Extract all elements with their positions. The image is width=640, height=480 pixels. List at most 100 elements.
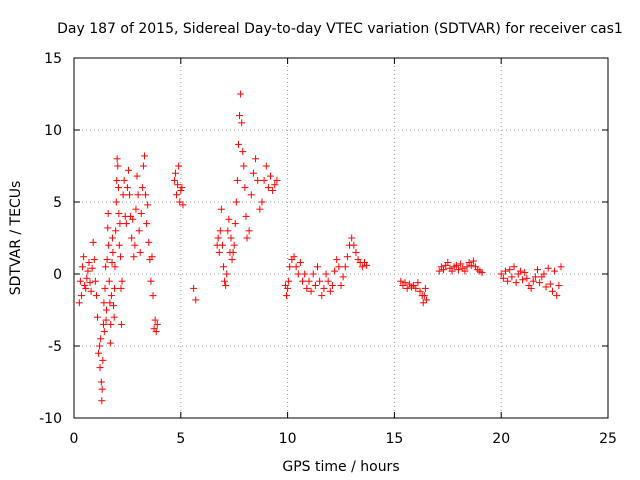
data-point xyxy=(114,162,122,170)
data-point xyxy=(135,227,143,235)
data-point xyxy=(105,277,113,285)
y-tick-labels: -10 -5 0 5 10 15 xyxy=(39,51,62,427)
data-point xyxy=(95,349,103,357)
data-point xyxy=(341,263,349,271)
data-point xyxy=(98,385,106,393)
data-point xyxy=(117,253,125,261)
data-point xyxy=(76,277,84,285)
data-point xyxy=(267,172,275,180)
data-point xyxy=(247,191,255,199)
data-point xyxy=(147,277,155,285)
data-point xyxy=(133,172,141,180)
data-point xyxy=(461,267,469,275)
data-point xyxy=(96,364,104,372)
data-point xyxy=(214,234,222,242)
grid xyxy=(74,58,608,418)
data-point xyxy=(457,260,465,268)
data-point xyxy=(101,284,109,292)
data-point xyxy=(130,253,138,261)
data-point xyxy=(221,277,229,285)
data-point xyxy=(531,273,539,281)
data-point xyxy=(540,270,548,278)
data-point xyxy=(123,184,131,192)
data-point xyxy=(88,264,96,272)
data-point xyxy=(152,328,160,336)
y-tick-label: 15 xyxy=(44,51,62,67)
data-point xyxy=(176,198,184,206)
data-point xyxy=(401,279,409,287)
data-point xyxy=(260,176,268,184)
data-point xyxy=(217,205,225,213)
data-point xyxy=(230,241,238,249)
data-point xyxy=(397,277,405,285)
data-point xyxy=(231,220,239,228)
data-point xyxy=(225,215,233,223)
data-point xyxy=(218,241,226,249)
data-point xyxy=(414,279,422,287)
data-point xyxy=(229,248,237,256)
data-point xyxy=(223,270,231,278)
data-point xyxy=(92,292,100,300)
data-point xyxy=(170,176,178,184)
data-point xyxy=(100,299,108,307)
data-point xyxy=(252,155,260,163)
data-point xyxy=(516,267,524,275)
data-point xyxy=(412,284,420,292)
data-point xyxy=(285,277,293,285)
data-point xyxy=(84,267,92,275)
data-point xyxy=(262,162,270,170)
y-tick-label: 5 xyxy=(53,195,62,211)
data-point xyxy=(269,186,277,194)
data-point xyxy=(113,176,121,184)
data-point xyxy=(190,284,198,292)
x-tick-label: 10 xyxy=(279,431,297,447)
data-point xyxy=(126,191,134,199)
data-point xyxy=(91,277,99,285)
data-point xyxy=(107,320,115,328)
data-point xyxy=(215,248,223,256)
data-point xyxy=(307,287,315,295)
data-point xyxy=(192,296,200,304)
data-point xyxy=(420,292,428,300)
plot-frame xyxy=(73,57,609,419)
data-point xyxy=(89,238,97,246)
data-point xyxy=(322,270,330,278)
data-point xyxy=(523,274,531,282)
data-point xyxy=(478,269,486,277)
data-point xyxy=(497,270,505,278)
data-point xyxy=(469,257,477,265)
x-tick-label: 5 xyxy=(176,431,185,447)
data-point xyxy=(132,205,140,213)
data-point xyxy=(504,277,512,285)
data-point xyxy=(85,258,93,266)
y-tick-label: 0 xyxy=(53,267,62,283)
data-point xyxy=(352,248,360,256)
data-point xyxy=(273,176,281,184)
data-point xyxy=(99,320,107,328)
data-point xyxy=(106,299,114,307)
data-point xyxy=(294,270,302,278)
data-point xyxy=(544,264,552,272)
data-point xyxy=(551,267,559,275)
data-point xyxy=(284,284,292,292)
data-point xyxy=(546,280,554,288)
data-point xyxy=(82,284,90,292)
data-point xyxy=(148,253,156,261)
x-tick-labels: 0 5 10 15 20 25 xyxy=(70,431,617,447)
data-point xyxy=(506,266,514,274)
data-point xyxy=(553,292,561,300)
data-point xyxy=(110,302,118,310)
data-point xyxy=(501,267,509,275)
data-point xyxy=(175,162,183,170)
data-point xyxy=(129,215,137,223)
data-point xyxy=(557,263,565,271)
data-point xyxy=(109,248,117,256)
data-point xyxy=(534,266,542,274)
data-point xyxy=(112,227,120,235)
data-point xyxy=(292,263,300,271)
data-point xyxy=(80,253,88,261)
data-point xyxy=(254,176,262,184)
data-point xyxy=(333,256,341,264)
data-point xyxy=(142,191,150,199)
data-point xyxy=(440,266,448,274)
